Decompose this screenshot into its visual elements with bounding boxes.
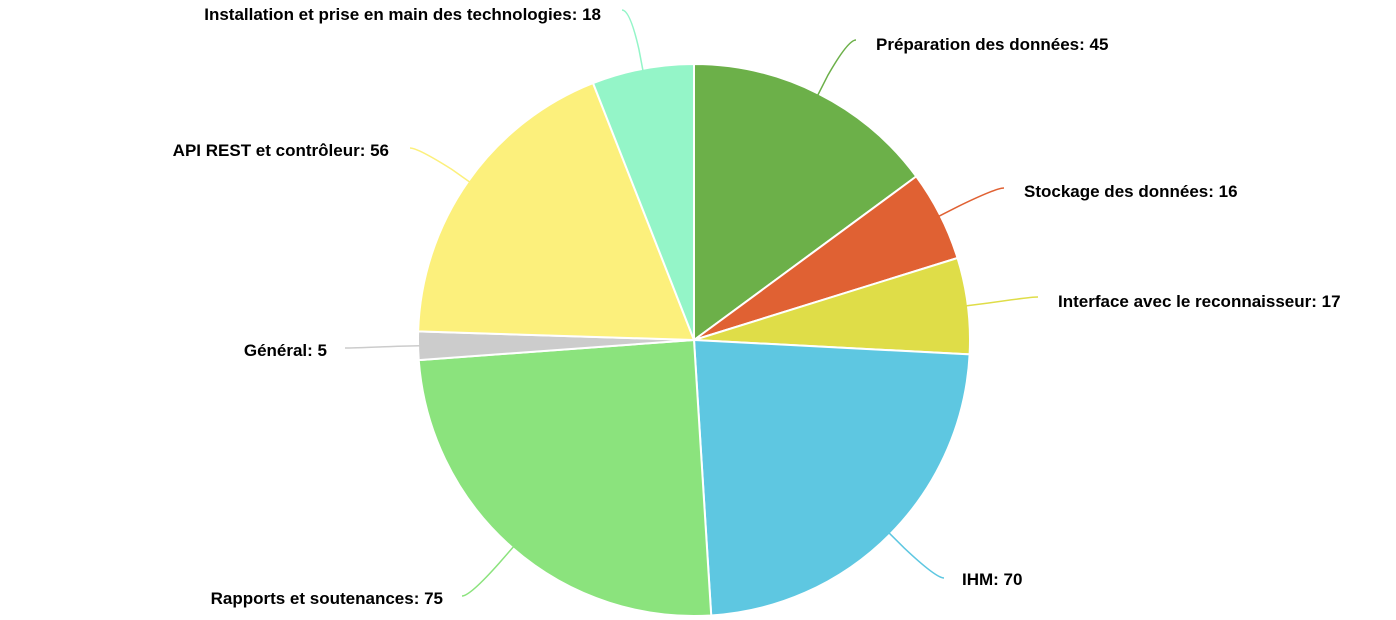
- connector-ihm: [888, 532, 945, 579]
- connector-api-rest-et-controleur: [409, 147, 471, 183]
- data-label-interface-avec-le-reconnaisseur: Interface avec le reconnaisseur: 17: [1058, 292, 1341, 311]
- pie-slice-ihm[interactable]: [693, 339, 971, 617]
- data-label-installation-et-prise-en-main-des-technologies: Installation et prise en main des techno…: [204, 5, 601, 24]
- data-label-api-rest-et-controleur: API REST et contrôleur: 56: [173, 141, 389, 160]
- data-label-stockage-des-donnees: Stockage des données: 16: [1024, 182, 1238, 201]
- connector-stockage-des-donnees: [938, 187, 1005, 218]
- data-label-preparation-des-donnees: Préparation des données: 45: [876, 35, 1108, 54]
- connector-general: [344, 344, 421, 349]
- pie-slices: [417, 63, 971, 617]
- connector-interface-avec-le-reconnaisseur: [965, 296, 1039, 307]
- connector-installation-et-prise-en-main-des-technologies: [621, 9, 644, 71]
- data-label-general: Général: 5: [244, 341, 327, 360]
- connector-preparation-des-donnees: [816, 39, 857, 96]
- data-label-rapports-et-soutenances: Rapports et soutenances: 75: [211, 589, 443, 608]
- data-label-ihm: IHM: 70: [962, 570, 1022, 589]
- data-labels: Préparation des données: 45 Stockage des …: [173, 5, 1341, 608]
- label-connectors: [344, 9, 1039, 597]
- pie-slice-rapports-et-soutenances[interactable]: [417, 339, 713, 617]
- connector-rapports-et-soutenances: [461, 545, 515, 597]
